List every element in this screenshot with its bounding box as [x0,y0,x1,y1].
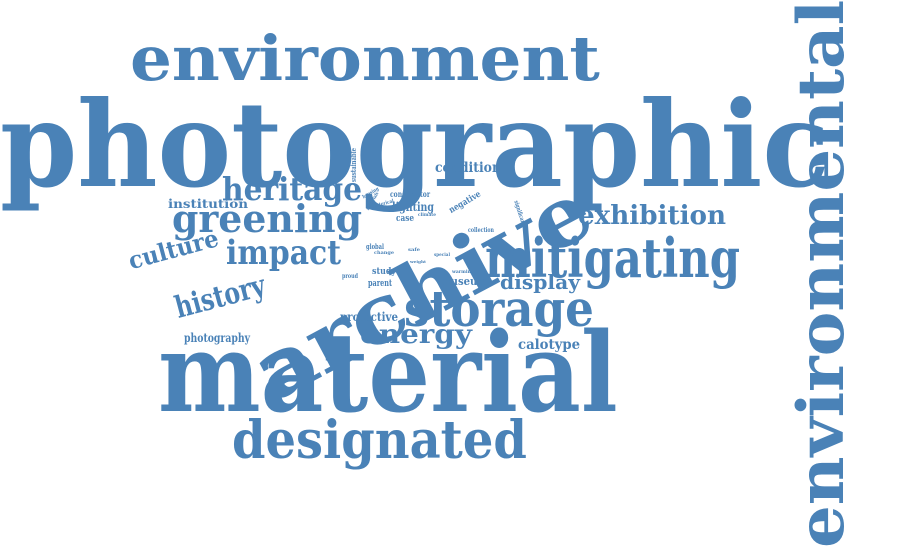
word-mitigating: mitigating [485,226,740,290]
word-energy: energy [360,320,472,350]
word-study: study [372,267,396,277]
word-change: change [374,250,394,256]
word-display: display [500,270,580,294]
word-sustainable: sustainable [349,147,358,182]
word-heritage: heritage [222,170,363,208]
word-special: special [434,252,450,258]
word-calotype: calotype [518,337,581,353]
word-lighting: lighting [392,200,435,214]
word-conservator: conservator [390,189,431,199]
word-parent: parent [368,279,393,289]
word-collection: collection [468,227,494,234]
word-institution: institution [168,197,249,211]
word-environmental: environmental [784,0,859,549]
word-culture: culture [125,223,222,276]
word-case: case [396,214,414,224]
word-photography: photography [184,331,250,345]
word-exhibition: exhibition [578,201,727,231]
word-proud: proud [342,273,358,280]
word-safe: safe [408,247,420,253]
word-condition: condition [435,160,501,176]
word-impact: impact [226,233,341,273]
word-designated: designated [232,410,527,471]
word-greening: greening [172,196,363,241]
word-warming: warming [452,269,475,275]
word-storage: storage [404,279,594,338]
word-material: material [158,308,618,437]
word-photographic: photographic [0,75,830,214]
word-climate: climate [418,212,436,218]
word-protective: protective [340,310,399,324]
word-weight: weight [410,259,426,264]
word-museum: museum [440,275,489,288]
word-global: global [366,242,384,251]
word-environment: environment [130,22,600,95]
